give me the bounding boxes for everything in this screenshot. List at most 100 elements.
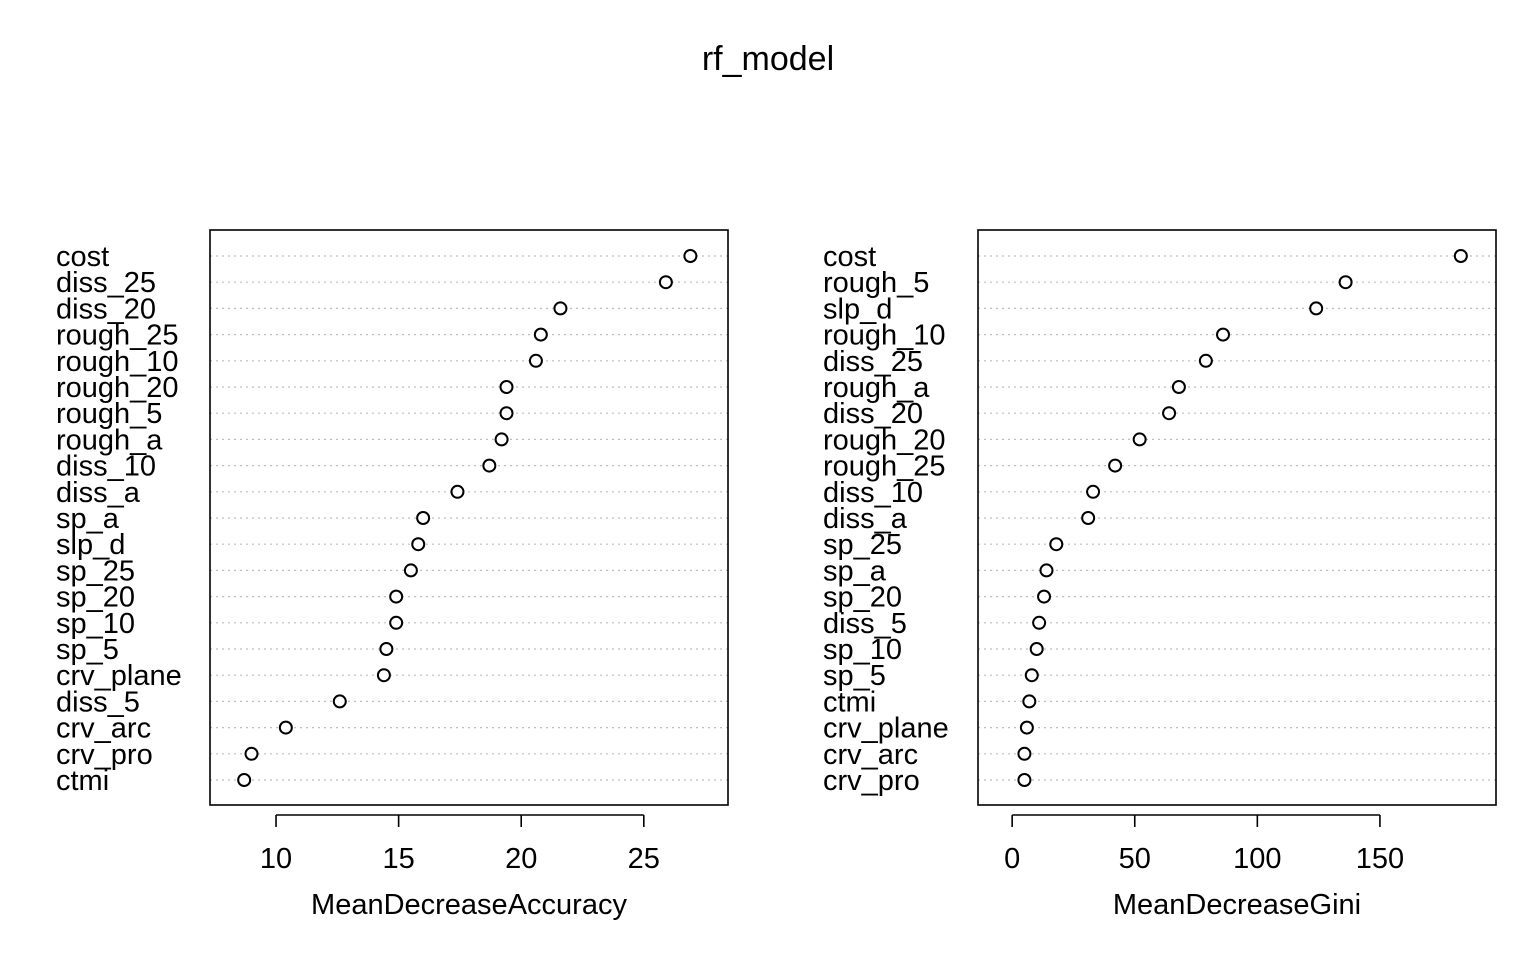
data-point — [1039, 563, 1054, 578]
plot-frame — [977, 229, 1497, 806]
category-label: diss_5 — [56, 686, 140, 718]
category-label: rough_a — [56, 424, 163, 456]
x-axis-title: MeanDecreaseAccuracy — [311, 889, 627, 921]
x-tick-label: 100 — [1233, 843, 1281, 875]
category-label: crv_plane — [823, 713, 949, 745]
category-label: cost — [823, 241, 876, 273]
category-label: diss_5 — [823, 608, 907, 640]
x-tick-label: 10 — [260, 843, 292, 875]
accuracy-panel: costdiss_25diss_20rough_25rough_10rough_… — [56, 229, 729, 921]
category-label: sp_5 — [56, 634, 119, 666]
data-point — [1029, 642, 1044, 656]
category-label: crv_pro — [56, 739, 153, 771]
data-point — [553, 301, 568, 316]
category-label: ctmi — [823, 686, 876, 718]
category-label: rough_5 — [823, 267, 929, 299]
data-point — [499, 406, 514, 421]
data-point — [482, 458, 497, 473]
data-point — [450, 484, 465, 499]
category-label: sp_25 — [823, 529, 902, 561]
x-tick-label: 50 — [1119, 843, 1151, 875]
x-tick-label: 20 — [505, 843, 537, 875]
data-point — [1086, 484, 1101, 499]
data-point — [332, 694, 347, 709]
category-label: cost — [56, 241, 109, 273]
chart-title: rf_model — [702, 40, 834, 78]
data-point — [683, 249, 698, 263]
category-label: sp_25 — [56, 555, 135, 587]
data-point — [1024, 668, 1039, 683]
data-point — [1108, 458, 1123, 473]
data-point — [528, 353, 543, 368]
category-label: slp_d — [823, 293, 892, 325]
category-label: diss_10 — [823, 477, 923, 509]
data-point — [237, 773, 252, 787]
category-label: rough_20 — [56, 372, 179, 404]
data-point — [379, 642, 394, 656]
x-tick-label: 150 — [1356, 843, 1404, 875]
data-point — [389, 615, 404, 630]
category-label: crv_arc — [823, 739, 918, 771]
data-point — [411, 537, 426, 552]
plot-frame — [209, 229, 729, 806]
data-point — [1198, 353, 1213, 368]
data-point — [1216, 327, 1231, 342]
category-label: rough_25 — [56, 320, 179, 352]
category-label: rough_10 — [56, 346, 179, 378]
category-label: sp_20 — [56, 582, 135, 614]
data-point — [1162, 406, 1177, 421]
category-label: rough_a — [823, 372, 930, 404]
data-point — [1132, 432, 1147, 447]
category-label: ctmi — [56, 765, 109, 797]
data-point — [533, 327, 548, 342]
data-point — [1037, 589, 1052, 604]
category-label: crv_pro — [823, 765, 920, 797]
data-point — [376, 668, 391, 683]
category-label: diss_25 — [56, 267, 156, 299]
category-label: rough_5 — [56, 398, 162, 430]
category-label: rough_20 — [823, 424, 946, 456]
data-point — [403, 563, 418, 578]
category-label: rough_25 — [823, 451, 946, 483]
data-point — [1309, 301, 1324, 316]
data-point — [389, 589, 404, 604]
x-axis-title: MeanDecreaseGini — [1113, 889, 1361, 921]
category-label: rough_10 — [823, 320, 946, 352]
data-point — [244, 746, 259, 761]
category-label: sp_10 — [823, 634, 902, 666]
data-point — [1032, 615, 1047, 630]
data-point — [1338, 275, 1353, 290]
x-tick-label: 25 — [628, 843, 660, 875]
category-label: crv_plane — [56, 660, 182, 692]
data-point — [1017, 773, 1032, 787]
data-point — [416, 511, 431, 525]
category-label: sp_20 — [823, 582, 902, 614]
category-label: diss_25 — [823, 346, 923, 378]
category-label: diss_20 — [56, 293, 156, 325]
category-label: slp_d — [56, 529, 125, 561]
data-point — [494, 432, 509, 447]
category-label: crv_arc — [56, 713, 151, 745]
data-point — [658, 275, 673, 290]
category-label: sp_a — [823, 555, 887, 587]
category-label: diss_a — [823, 503, 908, 535]
data-point — [1019, 720, 1034, 735]
category-label: diss_a — [56, 477, 141, 509]
category-label: diss_20 — [823, 398, 923, 430]
data-point — [1049, 537, 1064, 552]
category-label: sp_10 — [56, 608, 135, 640]
category-label: diss_10 — [56, 451, 156, 483]
data-point — [1453, 249, 1468, 263]
data-point — [1081, 511, 1096, 525]
category-label: sp_5 — [823, 660, 886, 692]
category-label: sp_a — [56, 503, 120, 535]
x-tick-label: 15 — [382, 843, 414, 875]
data-point — [278, 720, 293, 735]
x-tick-label: 0 — [1004, 843, 1020, 875]
data-point — [499, 380, 514, 394]
data-point — [1022, 694, 1037, 709]
data-point — [1017, 746, 1032, 761]
gini-panel: costrough_5slp_drough_10diss_25rough_adi… — [823, 229, 1497, 921]
data-point — [1171, 380, 1186, 394]
